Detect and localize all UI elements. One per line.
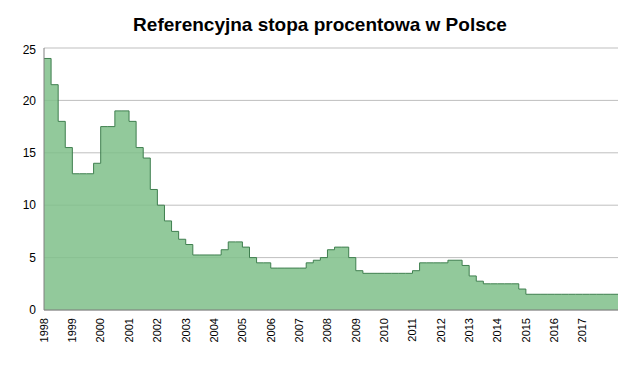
svg-text:2001: 2001 (123, 318, 135, 342)
svg-text:2014: 2014 (491, 318, 503, 342)
svg-text:2009: 2009 (350, 318, 362, 342)
svg-text:20: 20 (23, 94, 37, 108)
svg-text:2003: 2003 (180, 318, 192, 342)
svg-text:5: 5 (29, 251, 36, 265)
svg-text:2013: 2013 (463, 318, 475, 342)
svg-text:2005: 2005 (236, 318, 248, 342)
svg-text:2012: 2012 (435, 318, 447, 342)
svg-text:1998: 1998 (38, 318, 50, 342)
svg-text:15: 15 (23, 146, 37, 160)
svg-text:2006: 2006 (265, 318, 277, 342)
svg-text:2008: 2008 (321, 318, 333, 342)
svg-text:1999: 1999 (66, 318, 78, 342)
svg-text:2010: 2010 (378, 318, 390, 342)
svg-text:2002: 2002 (151, 318, 163, 342)
html-text:Referencyjna stopa procentowa: Referencyjna stopa procentowa w Polsce (133, 14, 507, 35)
svg-text:10: 10 (23, 198, 37, 212)
svg-text:25: 25 (23, 43, 37, 57)
svg-text:2007: 2007 (293, 318, 305, 342)
svg-text:2000: 2000 (95, 318, 107, 342)
svg-text:2016: 2016 (548, 318, 560, 342)
svg-text:2011: 2011 (406, 318, 418, 342)
svg-text:2017: 2017 (576, 318, 588, 342)
svg-text:0: 0 (29, 303, 36, 317)
svg-text:2015: 2015 (520, 318, 532, 342)
svg-text:2004: 2004 (208, 318, 220, 342)
